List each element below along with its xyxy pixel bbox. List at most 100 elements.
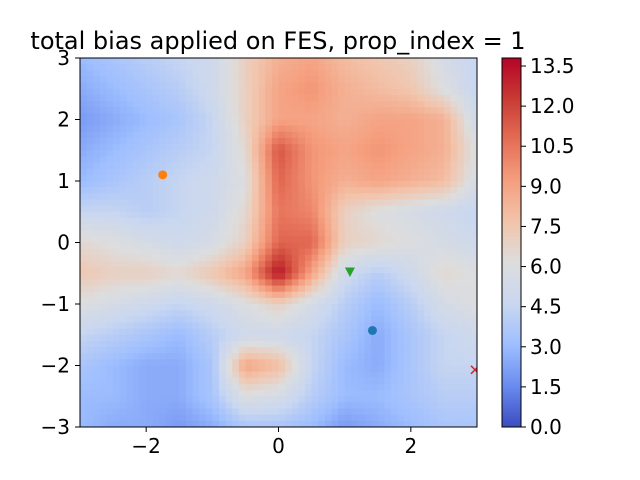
heatmap-cell xyxy=(324,414,333,422)
heatmap-cell xyxy=(351,359,359,367)
heatmap-cell xyxy=(304,94,313,102)
heatmap-cell xyxy=(278,260,286,268)
heatmap-cell xyxy=(457,279,465,287)
heatmap-cell xyxy=(139,76,147,84)
heatmap-cell xyxy=(457,217,465,225)
heatmap-cell xyxy=(450,150,458,157)
heatmap-cell xyxy=(271,131,280,139)
heatmap-cell xyxy=(205,137,213,145)
heatmap-cell xyxy=(93,377,101,385)
heatmap-cell xyxy=(245,150,253,157)
heatmap-cell xyxy=(318,156,326,164)
heatmap-cell xyxy=(80,224,88,231)
heatmap-cell xyxy=(152,242,160,250)
heatmap-cell xyxy=(166,390,174,397)
heatmap-cell xyxy=(166,267,174,274)
heatmap-cell xyxy=(397,193,405,201)
heatmap-cell xyxy=(106,131,114,139)
heatmap-cell xyxy=(225,217,233,225)
heatmap-cell xyxy=(285,187,293,194)
heatmap-cell xyxy=(126,82,134,90)
heatmap-cell xyxy=(417,248,425,256)
heatmap-cell xyxy=(199,156,207,164)
heatmap-cell xyxy=(132,260,141,268)
heatmap-cell xyxy=(179,322,187,330)
heatmap-cell xyxy=(457,340,465,348)
heatmap-cell xyxy=(390,254,399,262)
heatmap-cell xyxy=(238,131,247,139)
heatmap-cell xyxy=(113,199,121,207)
heatmap-cell xyxy=(212,236,220,244)
heatmap-cell xyxy=(172,408,180,416)
heatmap-cell xyxy=(357,168,366,176)
heatmap-cell xyxy=(80,113,88,121)
heatmap-cell xyxy=(338,125,346,133)
heatmap-cell xyxy=(99,297,108,305)
heatmap-cell xyxy=(113,119,121,127)
heatmap-cell xyxy=(192,217,200,225)
heatmap-cell xyxy=(93,371,101,379)
heatmap-cell xyxy=(390,211,399,219)
heatmap-cell xyxy=(205,181,213,188)
heatmap-cell xyxy=(139,144,147,151)
heatmap-cell xyxy=(377,58,385,65)
heatmap-cell xyxy=(132,291,141,299)
heatmap-cell xyxy=(291,279,299,287)
heatmap-cell xyxy=(192,359,200,367)
heatmap-cell xyxy=(357,156,366,164)
heatmap-cell xyxy=(404,414,412,422)
heatmap-cell xyxy=(278,297,286,305)
heatmap-cell xyxy=(443,248,452,256)
heatmap-cell xyxy=(390,76,399,84)
heatmap-cell xyxy=(457,76,465,84)
heatmap-cell xyxy=(304,205,313,213)
heatmap-cell xyxy=(199,230,207,237)
heatmap-cell xyxy=(126,390,134,397)
heatmap-cell xyxy=(252,156,260,164)
heatmap-cell xyxy=(258,408,266,416)
heatmap-cell xyxy=(126,168,134,176)
heatmap-cell xyxy=(351,365,359,373)
heatmap-cell xyxy=(245,420,253,427)
heatmap-cell xyxy=(291,371,299,379)
heatmap-cell xyxy=(457,420,465,427)
heatmap-cell xyxy=(212,383,220,391)
heatmap-cell xyxy=(437,181,445,188)
heatmap-cell xyxy=(238,199,247,207)
heatmap-cell xyxy=(119,107,127,114)
heatmap-cell xyxy=(457,334,465,342)
heatmap-cell xyxy=(152,353,160,360)
heatmap-cell xyxy=(258,230,266,237)
heatmap-cell xyxy=(80,181,88,188)
heatmap-cell xyxy=(357,217,366,225)
heatmap-cell xyxy=(166,137,174,145)
heatmap-cell xyxy=(205,248,213,256)
heatmap-cell xyxy=(271,322,280,330)
heatmap-cell xyxy=(390,70,399,78)
heatmap-cell xyxy=(324,94,333,102)
heatmap-cell xyxy=(192,260,200,268)
heatmap-cell xyxy=(159,304,167,311)
heatmap-cell xyxy=(285,193,293,201)
heatmap-cell xyxy=(126,334,134,342)
heatmap-cell xyxy=(179,144,187,151)
heatmap-cell xyxy=(212,297,220,305)
heatmap-cell xyxy=(397,199,405,207)
heatmap-cell xyxy=(364,353,372,360)
heatmap-cell xyxy=(106,304,114,311)
heatmap-cell xyxy=(80,279,88,287)
heatmap-cell xyxy=(285,217,293,225)
heatmap-cell xyxy=(404,211,412,219)
heatmap-cell xyxy=(106,193,114,201)
heatmap-cell xyxy=(324,217,333,225)
heatmap-cell xyxy=(404,94,412,102)
heatmap-cell xyxy=(258,224,266,231)
heatmap-cell xyxy=(212,414,220,422)
heatmap-cell xyxy=(298,193,306,201)
heatmap-cell xyxy=(424,181,432,188)
heatmap-cell xyxy=(304,396,313,403)
heatmap-cell xyxy=(397,156,405,164)
heatmap-cell xyxy=(351,347,359,354)
heatmap-cell xyxy=(179,76,187,84)
heatmap-cell xyxy=(278,396,286,403)
